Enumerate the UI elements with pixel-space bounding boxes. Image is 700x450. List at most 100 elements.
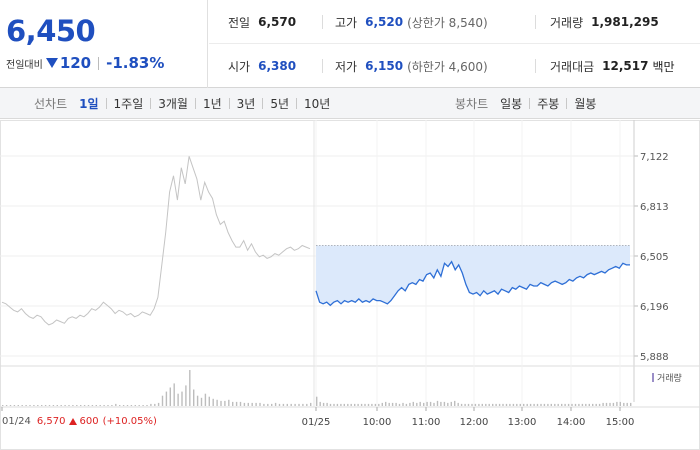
x-tick-label: 13:00 (508, 417, 537, 428)
volume-bar (2, 405, 4, 406)
volume-bar (395, 402, 397, 406)
volume-bar (329, 403, 332, 406)
tab-candle-1[interactable]: 주봉 (537, 97, 560, 111)
toolbar-divider (194, 98, 196, 109)
volume-bar (474, 403, 477, 406)
volume-bar (488, 403, 490, 406)
y-tick-label: 5,888 (640, 352, 669, 363)
divider (535, 59, 536, 73)
volume-bar (402, 402, 404, 406)
prev-day-change-pct: (+10.05%) (102, 416, 157, 427)
tab-period-1[interactable]: 1주일 (113, 97, 144, 111)
stat-prev-close: 전일 6,570 (228, 0, 296, 44)
tab-period-0[interactable]: 1일 (79, 97, 99, 111)
volume-bar (126, 405, 129, 406)
volume-bar (343, 403, 345, 406)
volume-bar (228, 399, 230, 406)
volume-bar (208, 396, 210, 406)
today-price-line (315, 260, 630, 307)
volume-bar (107, 405, 109, 406)
line-chart-label: 선차트 (34, 97, 68, 111)
volume-bar (540, 403, 542, 406)
volume-bar (286, 403, 288, 406)
change-label: 전일대비 (6, 59, 43, 71)
volume-bar (523, 403, 525, 406)
stat-label: 저가 (335, 59, 358, 74)
volume-bar (374, 403, 377, 406)
toolbar-divider (228, 98, 230, 109)
volume-bar (516, 403, 518, 406)
volume-bar (519, 403, 521, 406)
stat-high: 고가 6,520 (상한가 8,540) (335, 0, 488, 44)
stat-row-2: 시가 6,380 저가 6,150 (하한가 4,600) 거래대금 12,51… (209, 44, 700, 88)
volume-bar (76, 405, 78, 406)
volume-bar (111, 405, 113, 406)
prev-day-price: 6,570 (36, 416, 66, 427)
volume-bar (429, 401, 432, 406)
volume-bar (574, 403, 577, 406)
volume-bar (196, 395, 199, 406)
stat-label: 거래량 (550, 15, 584, 30)
divider (535, 15, 536, 29)
volume-bar (255, 402, 257, 406)
volume-bar (232, 401, 234, 406)
volume-bar (433, 402, 435, 406)
volume-bar (578, 403, 580, 406)
tab-period-4[interactable]: 3년 (236, 97, 256, 111)
y-tick-label: 6,196 (640, 302, 669, 313)
stat-label: 전일 (228, 15, 251, 30)
volume-bar (17, 405, 19, 406)
volume-bar (72, 405, 74, 406)
volume-bar (350, 403, 352, 406)
volume-bar (567, 403, 570, 406)
volume-bar (443, 401, 446, 406)
volume-bar (440, 401, 442, 406)
tab-period-2[interactable]: 3개월 (158, 97, 188, 111)
volume-bar (561, 403, 563, 406)
stat-label: 시가 (228, 59, 251, 74)
volume-bar (391, 402, 394, 406)
change-percent: -1.83% (106, 54, 165, 72)
tab-period-6[interactable]: 10년 (304, 97, 331, 111)
volume-bar (529, 403, 532, 406)
lower-limit: (하한가 4,600) (407, 59, 488, 74)
x-tick-label: 15:00 (606, 417, 635, 428)
stat-label: 고가 (335, 15, 358, 30)
tab-period-5[interactable]: 5년 (270, 97, 290, 111)
volume-bar (165, 391, 168, 406)
volume-bar (99, 405, 101, 406)
toolbar-divider (529, 98, 531, 109)
prev-day-change: 600 (79, 416, 99, 427)
tab-candle-2[interactable]: 월봉 (574, 97, 597, 111)
prev-day-summary: 01/24 6,570 600 (+10.05%) (2, 416, 157, 427)
stat-turnover: 거래대금 12,517 백만 (550, 44, 675, 88)
volume-bar (37, 405, 39, 406)
volume-bar (294, 403, 296, 406)
price-chart-svg: 7,122 6,813 6,505 6,196 5,888 01/25 10:00 11:00… (0, 120, 700, 450)
volume-bar (509, 403, 511, 406)
stat-value: 6,380 (258, 59, 297, 73)
volume-bar (454, 400, 456, 406)
divider (322, 59, 323, 73)
stat-row-1: 전일 6,570 고가 6,520 (상한가 8,540) 거래량 1,981,… (209, 0, 700, 44)
volume-bar (306, 403, 308, 406)
volume-bar (87, 405, 90, 406)
volume-bar (29, 405, 31, 406)
candle-chart-label: 봉차트 (455, 97, 489, 111)
volume-bar (91, 405, 94, 406)
tab-candle-0[interactable]: 일봉 (500, 97, 523, 111)
volume-bar (464, 403, 466, 406)
volume-bar (13, 405, 16, 406)
volume-bar (447, 402, 449, 406)
volume-bar (247, 402, 249, 406)
volume-bar (371, 403, 373, 406)
volume-bar (193, 389, 195, 406)
volume-bar (409, 402, 411, 406)
volume-bar (581, 403, 584, 406)
volume-bar (220, 400, 222, 406)
volume-bar (204, 393, 207, 406)
volume-bar (134, 405, 136, 406)
volume-bar (103, 405, 105, 406)
tab-period-3[interactable]: 1년 (202, 97, 222, 111)
volume-bar (181, 391, 183, 406)
